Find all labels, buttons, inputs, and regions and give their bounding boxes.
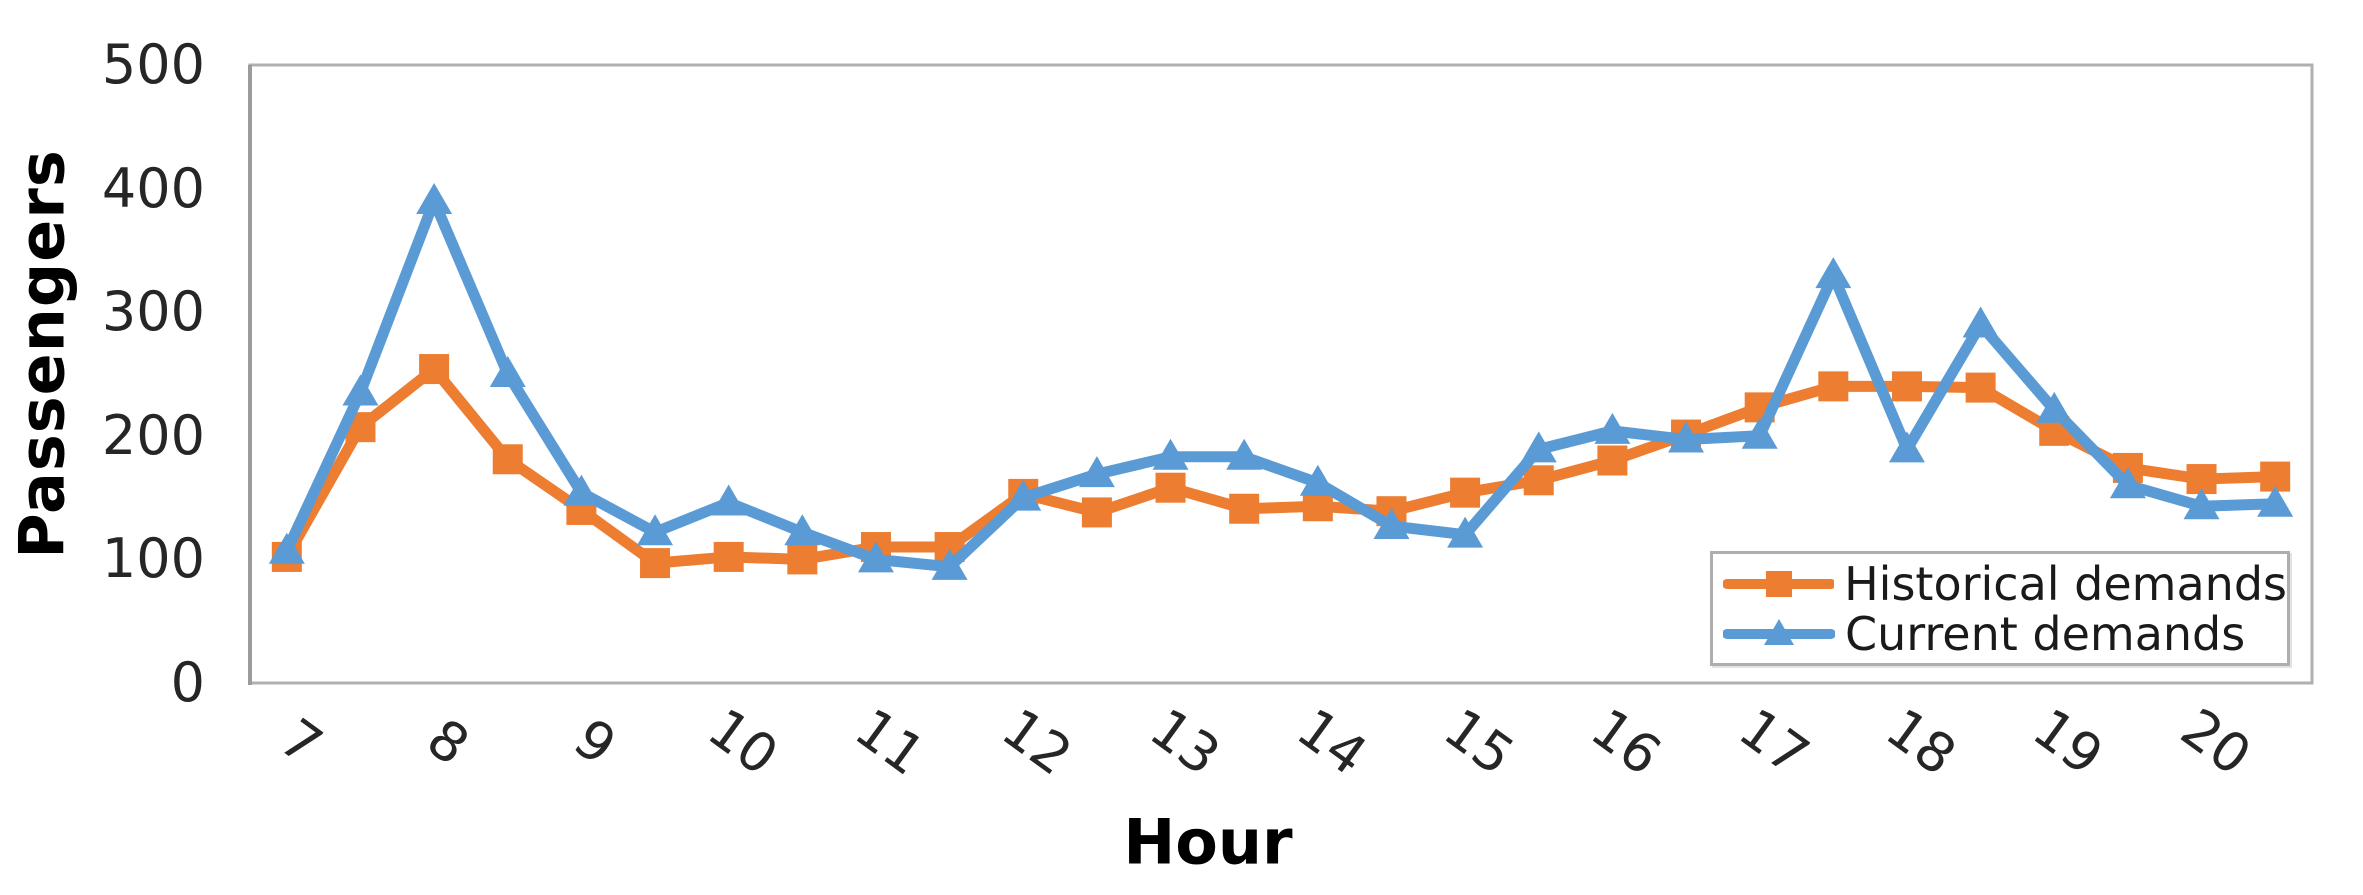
data-point-marker (342, 374, 379, 406)
data-point-marker (2036, 391, 2073, 423)
data-point-marker (2109, 467, 2146, 499)
data-point-marker (784, 514, 821, 546)
data-point-marker (1005, 479, 1042, 511)
data-point-marker (787, 544, 818, 575)
x-axis-title: Hour (1123, 805, 1293, 879)
legend: Historical demands Current demands (1710, 551, 2290, 666)
data-point-marker (1594, 412, 1631, 444)
data-point-marker (419, 354, 450, 385)
data-point-marker (713, 541, 744, 572)
data-point-marker (931, 548, 968, 580)
data-point-marker (416, 182, 453, 214)
data-point-marker (2183, 488, 2220, 520)
legend-item-current-demands: Current demands (1723, 606, 2287, 661)
data-point-marker (1965, 372, 1996, 403)
data-point-marker (492, 444, 523, 475)
y-tick-label-100: 100 (101, 527, 205, 591)
data-point-marker (1373, 508, 1410, 540)
data-point-marker (710, 484, 747, 516)
data-point-marker (1226, 438, 1263, 470)
data-point-marker (1447, 516, 1484, 548)
data-point-marker (1891, 371, 1922, 402)
data-point-marker (1520, 431, 1557, 463)
series-line-current (281, 195, 2281, 573)
data-point-marker (563, 474, 600, 506)
y-axis-title: Passengers (5, 149, 79, 559)
y-tick-label-400: 400 (101, 156, 205, 220)
data-point-marker (1741, 417, 1778, 449)
data-point-marker (1818, 371, 1849, 402)
legend-label: Current demands (1845, 606, 2246, 661)
data-point-marker (268, 532, 305, 564)
y-tick-label-500: 500 (101, 33, 205, 96)
legend-label: Historical demands (1844, 556, 2287, 611)
data-point-marker (637, 514, 674, 546)
data-point-marker (1229, 493, 1260, 524)
data-point-marker (1299, 464, 1336, 496)
y-tick-label-0: 0 (170, 651, 205, 714)
square-marker-icon (1723, 570, 1835, 597)
data-point-marker (1302, 491, 1333, 522)
y-tick-label-300: 300 (101, 280, 205, 344)
data-point-marker (1888, 431, 1925, 463)
data-point-marker (1078, 456, 1115, 488)
triangle-marker-icon (1723, 618, 1835, 645)
data-point-marker (1450, 477, 1481, 508)
data-point-marker (640, 548, 671, 579)
data-point-marker (1152, 438, 1189, 470)
data-point-marker (2257, 485, 2294, 517)
y-tick-label-200: 200 (101, 403, 205, 467)
data-point-marker (857, 541, 894, 573)
data-point-marker (489, 356, 526, 387)
data-point-marker (1668, 421, 1705, 453)
data-point-marker (1815, 257, 1852, 289)
data-point-marker (1155, 472, 1186, 503)
data-point-marker (1081, 497, 1112, 528)
data-point-marker (1962, 306, 1999, 338)
data-point-marker (1523, 465, 1554, 496)
data-point-marker (1597, 445, 1628, 476)
legend-item-historical-demands: Historical demands (1723, 556, 2287, 611)
